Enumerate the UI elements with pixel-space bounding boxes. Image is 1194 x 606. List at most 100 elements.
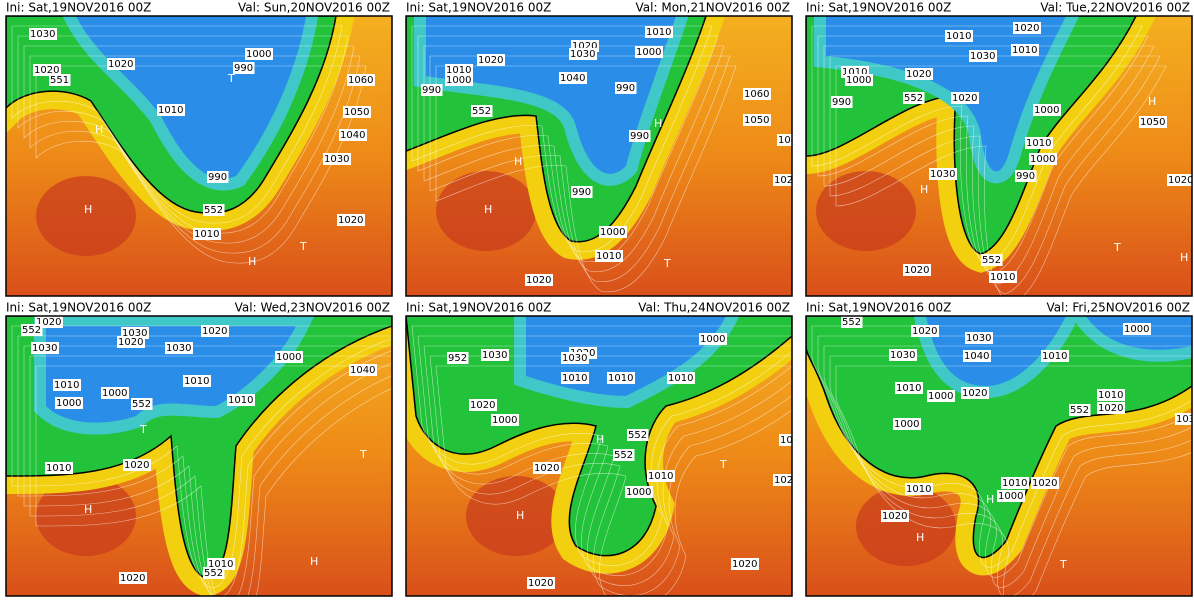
pressure-label: 1040: [964, 351, 989, 362]
label-box: [471, 105, 493, 117]
pressure-label: 1000: [998, 491, 1023, 502]
pressure-label: 1020: [962, 388, 987, 399]
contour-line: [429, 55, 731, 283]
forecast-panel: Ini: Sat,19NOV2016 00Z Val: Sun,20NOV2016…: [5, 1, 393, 297]
label-box: [21, 324, 43, 336]
label-box: [49, 74, 71, 86]
label-box: [627, 429, 649, 441]
pressure-label: 1010: [1042, 351, 1067, 362]
contour-line: [29, 355, 392, 596]
center-label: H: [596, 433, 604, 446]
init-time: Ini: Sat,19NOV2016 00Z: [406, 1, 551, 15]
label-box: [831, 96, 853, 108]
pressure-label: 1000: [894, 419, 919, 430]
label-box: [777, 134, 792, 146]
contour-line: [29, 55, 361, 254]
map-area: 952 1030 1020 1030 1010 1010 1010 1000 1020 1000 5…: [406, 316, 792, 596]
pressure-label: 1000: [56, 398, 81, 409]
pressure-label: 1000: [1030, 154, 1055, 165]
label-box: [1097, 389, 1125, 401]
contour-line: [435, 65, 737, 293]
pressure-label: 990: [630, 131, 649, 142]
label-box: [773, 474, 792, 486]
label-box: [667, 372, 695, 384]
pressure-label: 1030: [324, 154, 349, 165]
pressure-label: 990: [832, 97, 851, 108]
pressure-label: 1030: [966, 333, 991, 344]
pressure-label: 1000: [846, 75, 871, 86]
label-box: [561, 352, 589, 364]
label-box: [963, 350, 991, 362]
pressure-label: 552: [982, 255, 1001, 266]
label-box: [421, 84, 443, 96]
pressure-label: 1000: [492, 415, 517, 426]
panel-border: [805, 315, 1193, 597]
panel-border: [405, 315, 793, 597]
pressure-label: 552: [472, 106, 491, 117]
pressure-label: 1020: [774, 175, 799, 186]
center-label: H: [84, 503, 92, 516]
forecast-panel: Ini: Sat,19NOV2016 00Z Val: Wed,23NOV2016…: [5, 301, 393, 597]
pressure-label: 1020: [904, 265, 929, 276]
init-time: Ini: Sat,19NOV2016 00Z: [6, 301, 151, 315]
pressure-label: 990: [422, 85, 441, 96]
pressure-label: 1000: [276, 352, 301, 363]
center-label: H: [1180, 251, 1188, 264]
label-box: [349, 364, 377, 376]
center-label: T: [1059, 558, 1067, 571]
center-label: T: [359, 448, 367, 461]
label-box: [29, 28, 57, 40]
pressure-label: 952: [448, 353, 467, 364]
label-box: [1167, 174, 1192, 186]
green-region: [806, 316, 1192, 558]
label-box: [165, 342, 193, 354]
label-box: [559, 72, 587, 84]
contour-line: [11, 25, 343, 224]
label-box: [469, 399, 497, 411]
pressure-label: 1010: [1002, 478, 1027, 489]
label-box: [527, 577, 555, 589]
pressure-label: 1050: [744, 115, 769, 126]
center-label: T: [1113, 241, 1121, 254]
valid-time: Val: Thu,24NOV2016 00Z: [638, 301, 790, 315]
pressure-label: 1020: [478, 55, 503, 66]
pressure-label: 1030: [482, 350, 507, 361]
label-box: [339, 129, 367, 141]
label-box: [193, 228, 221, 240]
pressure-label: 1030: [1176, 414, 1194, 425]
valid-time: Val: Mon,21NOV2016 00Z: [636, 1, 790, 15]
panel-border: [5, 315, 393, 597]
pressure-label: 1010: [842, 67, 867, 78]
contour-line: [411, 25, 713, 253]
label-box: [227, 394, 255, 406]
pressure-label: 1020: [534, 463, 559, 474]
label-box: [635, 46, 663, 58]
label-box: [699, 333, 727, 345]
pressure-label: 1020: [1098, 403, 1123, 414]
blue-region: [826, 16, 1066, 172]
pressure-label: 1030: [890, 350, 915, 361]
label-box: [343, 106, 371, 118]
pressure-label: 1010: [158, 105, 183, 116]
label-box: [845, 74, 873, 86]
panel-border: [405, 15, 793, 297]
contour-line: [817, 335, 1192, 578]
pressure-label: 1010: [668, 373, 693, 384]
pressure-label: 1010: [54, 380, 79, 391]
pressure-label: 1010: [1026, 138, 1051, 149]
center-label: H: [920, 183, 928, 196]
center-label: T: [719, 458, 727, 471]
pressure-label: 1000: [1034, 105, 1059, 116]
panel-border: [5, 15, 393, 297]
pressure-label: 1010: [646, 27, 671, 38]
pressure-label: 1020: [108, 59, 133, 70]
high-core: [36, 176, 136, 256]
pressure-label: 1020: [1014, 23, 1039, 34]
label-box: [203, 204, 225, 216]
label-box: [33, 64, 61, 76]
pressure-label: 1020: [528, 578, 553, 589]
pressure-label: 1010: [648, 471, 673, 482]
label-box: [117, 336, 145, 348]
label-box: [1097, 402, 1125, 414]
